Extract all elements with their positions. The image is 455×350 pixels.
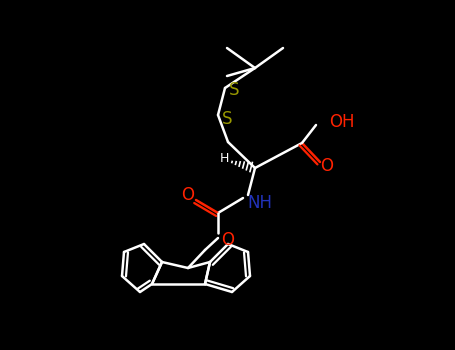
Text: O: O <box>320 157 334 175</box>
Text: S: S <box>229 81 239 99</box>
Text: O: O <box>222 231 234 249</box>
Text: NH: NH <box>248 194 273 212</box>
Text: H: H <box>219 153 229 166</box>
Text: OH: OH <box>329 113 354 131</box>
Text: S: S <box>222 110 232 128</box>
Text: O: O <box>182 186 194 204</box>
